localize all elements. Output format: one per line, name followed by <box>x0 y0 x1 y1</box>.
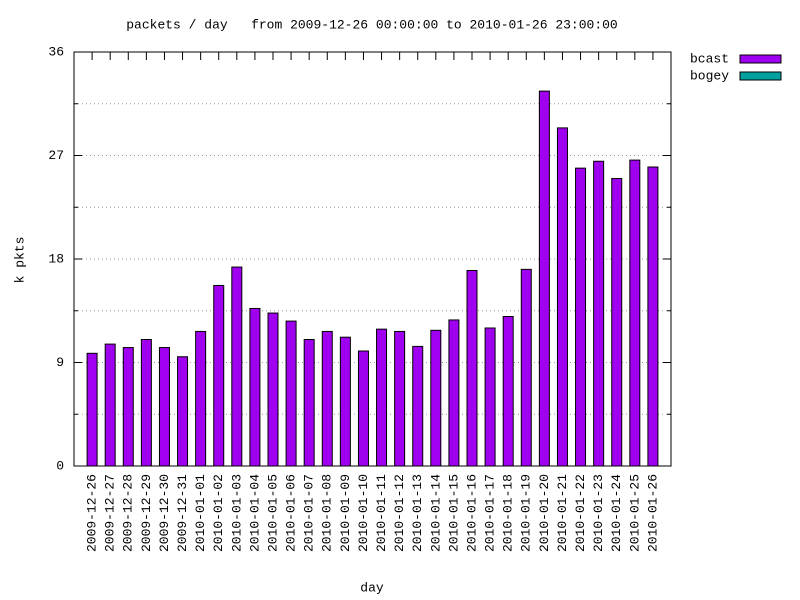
bar <box>394 330 406 467</box>
bar <box>538 90 550 467</box>
bar <box>86 352 98 467</box>
legend-label: bcast <box>690 51 729 66</box>
bar <box>158 347 170 467</box>
bar <box>339 336 351 467</box>
bar <box>267 312 279 467</box>
x-tick-label: 2010-01-16 <box>464 474 479 552</box>
bar <box>484 327 496 467</box>
x-tick-label: 2010-01-07 <box>302 474 317 552</box>
bar <box>520 268 532 467</box>
x-tick-label: 2010-01-06 <box>284 474 299 552</box>
x-tick-label: 2009-12-28 <box>121 474 136 552</box>
legend-label: bogey <box>690 68 729 83</box>
bar <box>611 178 623 467</box>
bar <box>466 270 478 467</box>
y-tick-label: 27 <box>48 148 64 163</box>
x-tick-label: 2010-01-19 <box>519 474 534 552</box>
legend-swatch <box>739 71 782 81</box>
y-tick-label: 9 <box>56 355 64 370</box>
x-tick-label: 2010-01-23 <box>591 474 606 552</box>
x-tick-label: 2009-12-31 <box>175 474 190 552</box>
y-tick-label: 36 <box>48 44 64 59</box>
x-tick-label: 2010-01-15 <box>446 474 461 552</box>
bar <box>502 316 514 467</box>
y-tick-label: 18 <box>48 251 64 266</box>
x-tick-label: 2010-01-01 <box>193 474 208 552</box>
x-tick-label: 2010-01-08 <box>320 474 335 552</box>
x-tick-label: 2010-01-12 <box>392 474 407 552</box>
plot-frame <box>73 51 672 467</box>
x-tick-label: 2009-12-26 <box>85 474 100 552</box>
x-tick-label: 2009-12-29 <box>139 474 154 552</box>
y-tick-label: 0 <box>56 458 64 473</box>
bar <box>285 320 297 467</box>
bar <box>231 266 243 467</box>
x-tick-label: 2010-01-04 <box>247 474 262 552</box>
bar <box>303 339 315 467</box>
bar <box>593 160 605 467</box>
x-tick-label: 2010-01-09 <box>338 474 353 552</box>
x-tick-label: 2010-01-11 <box>374 474 389 552</box>
x-tick-label: 2010-01-13 <box>410 474 425 552</box>
x-tick-label: 2010-01-25 <box>627 474 642 552</box>
x-tick-label: 2009-12-30 <box>157 474 172 552</box>
x-tick-label: 2010-01-21 <box>555 474 570 552</box>
bar <box>575 167 587 467</box>
x-tick-label: 2010-01-17 <box>483 474 498 552</box>
x-tick-label: 2009-12-27 <box>103 474 118 552</box>
x-tick-label: 2010-01-18 <box>501 474 516 552</box>
bar <box>647 166 659 467</box>
bar <box>122 347 134 467</box>
bar <box>357 350 369 467</box>
bar <box>321 330 333 467</box>
x-tick-label: 2010-01-24 <box>609 474 624 552</box>
bar <box>412 345 424 467</box>
bar <box>177 356 189 467</box>
bar <box>104 343 116 467</box>
x-tick-label: 2010-01-10 <box>356 474 371 552</box>
y-axis-label: k pkts <box>12 237 27 284</box>
chart-title: packets / day from 2009-12-26 00:00:00 t… <box>126 17 617 32</box>
bar <box>376 328 388 467</box>
bar <box>430 329 442 467</box>
bar <box>556 127 568 467</box>
bar <box>195 330 207 467</box>
x-axis-label: day <box>360 580 384 595</box>
bar <box>448 319 460 467</box>
bar <box>140 339 152 467</box>
x-tick-label: 2010-01-03 <box>229 474 244 552</box>
x-tick-label: 2010-01-14 <box>428 474 443 552</box>
legend-swatch <box>739 54 782 64</box>
x-tick-label: 2010-01-26 <box>645 474 660 552</box>
x-tick-label: 2010-01-20 <box>537 474 552 552</box>
x-tick-label: 2010-01-22 <box>573 474 588 552</box>
x-tick-label: 2010-01-02 <box>211 474 226 552</box>
bar <box>249 307 261 467</box>
bar <box>213 284 225 467</box>
x-tick-label: 2010-01-05 <box>265 474 280 552</box>
bar <box>629 159 641 467</box>
